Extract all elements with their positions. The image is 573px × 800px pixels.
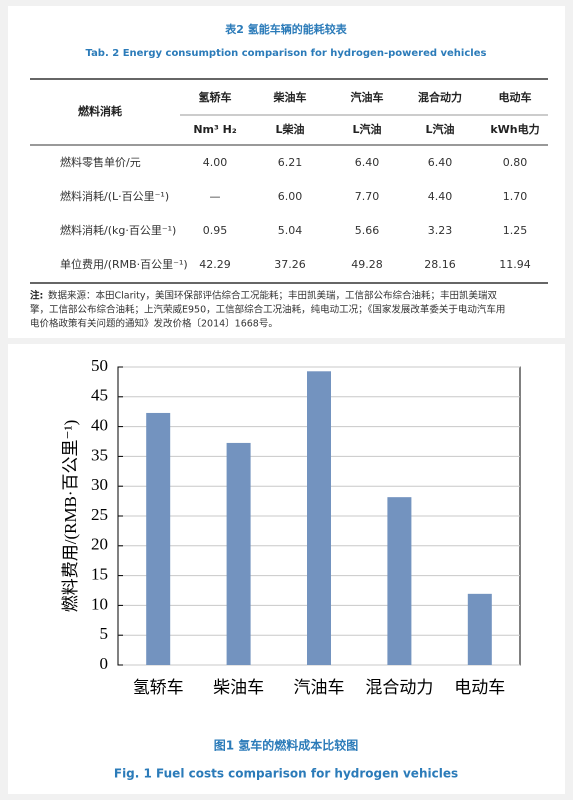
table-cell: 6.21 <box>278 156 303 169</box>
y-tick-label: 45 <box>91 386 108 405</box>
table-cell: 28.16 <box>424 258 456 271</box>
table-cell: 7.70 <box>355 190 380 203</box>
column-unit: Nm³ H₂ <box>193 123 237 136</box>
y-tick-label: 15 <box>91 565 108 584</box>
bar <box>226 442 251 665</box>
y-axis-label: 燃料费用/(RMB·百公里⁻¹) <box>61 420 80 613</box>
y-tick-label: 25 <box>91 505 108 524</box>
row-header: 单位费用/(RMB·百公里⁻¹) <box>60 257 188 271</box>
table-cell: 0.95 <box>203 224 228 237</box>
table-cell: 4.00 <box>203 156 228 169</box>
row-header: 燃料消耗/(L·百公里⁻¹) <box>60 189 169 203</box>
table-cell: 49.28 <box>351 258 383 271</box>
y-tick-label: 0 <box>100 654 109 673</box>
y-tick-label: 20 <box>91 535 108 554</box>
row-header: 燃料零售单价/元 <box>60 155 141 169</box>
y-tick-label: 5 <box>100 624 109 643</box>
column-unit: L汽油 <box>425 122 454 136</box>
table-cell: 6.40 <box>355 156 380 169</box>
row-header: 燃料消耗/(kg·百公里⁻¹) <box>60 223 176 237</box>
table-cell: — <box>210 190 221 203</box>
y-tick-label: 40 <box>91 416 108 435</box>
figure-panel <box>8 344 565 794</box>
table-cell: 5.04 <box>278 224 303 237</box>
column-header: 汽油车 <box>351 90 384 104</box>
figure-caption-en: Fig. 1 Fuel costs comparison for hydroge… <box>114 767 458 781</box>
x-tick-label: 混合动力 <box>365 678 433 697</box>
table-cell: 37.26 <box>274 258 306 271</box>
column-header: 氢轿车 <box>199 90 232 104</box>
table-cell: 4.40 <box>428 190 453 203</box>
figure-caption: 图1 氢车的燃料成本比较图 <box>214 738 359 753</box>
x-tick-label: 氢轿车 <box>133 678 184 697</box>
table-cell: 1.70 <box>503 190 528 203</box>
table-cell: 6.00 <box>278 190 303 203</box>
column-header: 电动车 <box>499 90 532 104</box>
table-cell: 1.25 <box>503 224 528 237</box>
bar <box>387 497 412 665</box>
column-unit: L汽油 <box>352 122 381 136</box>
note-text: 数据来源：本田Clarity，美国环保部评估综合工况能耗；丰田凯美瑞，工信部公布… <box>48 290 497 302</box>
x-tick-label: 柴油车 <box>213 678 264 697</box>
table-corner: 燃料消耗 <box>77 104 122 118</box>
bar <box>467 593 492 665</box>
note-text: 擎，工信部公布综合油耗；上汽荣威E950，工信部综合工况油耗，纯电动工况；《国家… <box>30 304 505 316</box>
y-tick-label: 50 <box>91 356 108 375</box>
note-label: 注: <box>30 290 43 302</box>
column-header: 混合动力 <box>418 90 462 104</box>
table-subtitle: Tab. 2 Energy consumption comparison for… <box>86 48 487 59</box>
table-cell: 11.94 <box>499 258 531 271</box>
y-tick-label: 10 <box>91 594 108 613</box>
note-text: 电价格政策有关问题的通知》发改价格〔2014〕1668号。 <box>30 318 278 330</box>
table-cell: 5.66 <box>355 224 380 237</box>
table-title: 表2 氢能车辆的能耗较表 <box>224 22 347 36</box>
y-tick-label: 35 <box>91 445 108 464</box>
x-tick-label: 汽油车 <box>294 678 345 697</box>
table-cell: 3.23 <box>428 224 453 237</box>
table-cell: 42.29 <box>199 258 231 271</box>
table-cell: 0.80 <box>503 156 528 169</box>
bar <box>146 412 171 665</box>
bar <box>307 371 331 665</box>
column-unit: kWh电力 <box>490 122 539 136</box>
table-cell: 6.40 <box>428 156 453 169</box>
x-tick-label: 电动车 <box>454 678 505 697</box>
y-tick-label: 30 <box>91 475 108 494</box>
column-header: 柴油车 <box>273 90 307 104</box>
column-unit: L柴油 <box>275 122 304 136</box>
